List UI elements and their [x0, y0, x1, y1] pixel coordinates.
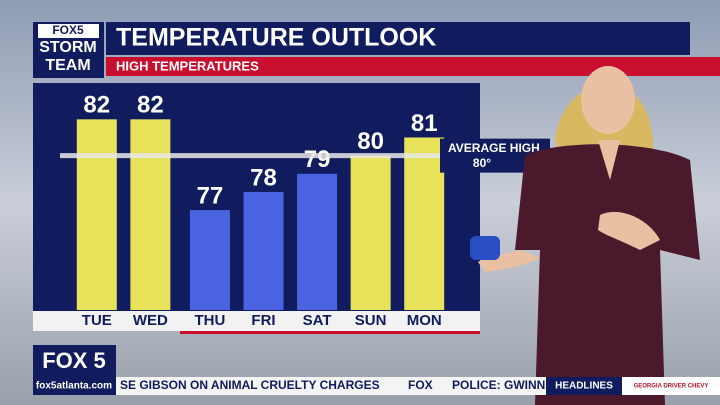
website: fox5atlanta.com	[36, 381, 112, 392]
station-box	[33, 345, 116, 377]
title-bar	[106, 22, 690, 55]
x-tick-label: SAT	[303, 312, 332, 329]
value-label: 82	[83, 92, 110, 119]
bar	[76, 119, 117, 310]
x-tick-label: TUE	[82, 312, 112, 329]
chart-title: TEMPERATURE OUTLOOK	[116, 24, 436, 52]
ticker-separator: FOX	[408, 378, 433, 392]
chart-subtitle: HIGH TEMPERATURES	[116, 58, 259, 73]
section-box	[546, 377, 622, 395]
ticker-item: POLICE: GWINN	[452, 378, 545, 392]
neck	[598, 140, 620, 180]
clicker	[470, 236, 500, 260]
bar	[130, 119, 171, 310]
arm	[478, 250, 540, 272]
presenter	[470, 66, 700, 405]
ticker-bar	[116, 377, 546, 395]
value-label: 79	[304, 146, 331, 173]
logo-top: FOX5	[52, 23, 84, 37]
value-label: 77	[197, 182, 224, 209]
x-tick-label: THU	[195, 312, 226, 329]
category-strip	[33, 311, 480, 331]
ticker-section: HEADLINES	[555, 381, 613, 392]
hand	[598, 211, 660, 250]
value-label: 80	[357, 128, 384, 155]
x-tick-label: MON	[407, 312, 442, 329]
bar	[404, 137, 445, 310]
dress	[515, 144, 700, 405]
bar	[297, 173, 338, 310]
sponsor: GEORGIA DRIVER CHEVY	[634, 384, 709, 390]
bar	[189, 210, 230, 310]
x-tick-label: WED	[133, 312, 168, 329]
reference-label: AVERAGE HIGH	[448, 141, 540, 155]
station-logo: FOX 5	[42, 348, 106, 373]
bar	[243, 191, 284, 310]
reference-value-label: 80°	[473, 156, 491, 170]
value-label: 82	[137, 92, 164, 119]
face	[581, 66, 635, 134]
x-tick-label: FRI	[251, 312, 275, 329]
website-box	[33, 377, 116, 395]
bar	[350, 155, 391, 310]
sponsor-box	[622, 377, 720, 395]
ticker-item: SE GIBSON ON ANIMAL CRUELTY CHARGES	[120, 378, 380, 392]
value-label: 78	[250, 164, 277, 191]
subtitle-bar	[106, 57, 720, 76]
value-label: 81	[411, 110, 438, 137]
logo-badge	[38, 24, 99, 38]
accent-line	[180, 331, 480, 334]
logo-line: STORM	[39, 39, 96, 56]
x-tick-label: SUN	[355, 312, 387, 329]
logo-line: TEAM	[45, 57, 90, 74]
